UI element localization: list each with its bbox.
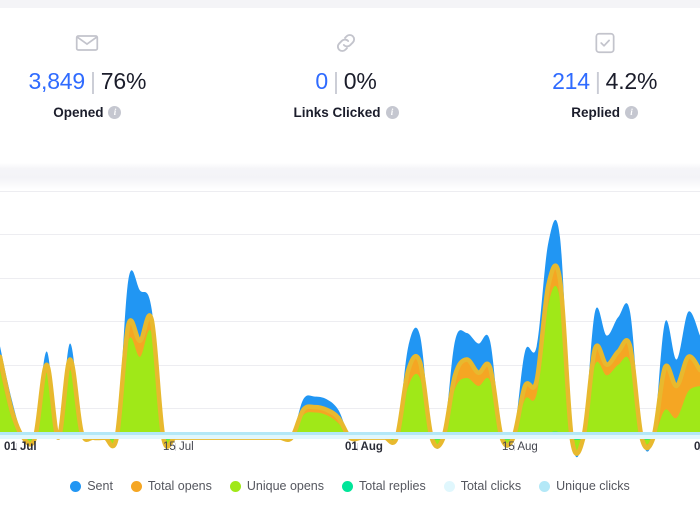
info-icon[interactable]: i <box>385 106 399 119</box>
checkbox-check-icon <box>592 30 618 56</box>
stat-value-opened: 3,849 <box>28 68 85 94</box>
stat-label-row-replied: Replied i <box>571 105 639 120</box>
legend-label: Sent <box>87 479 113 493</box>
legend-color-swatch <box>229 480 241 492</box>
stat-label-row-links-clicked: Links Clicked i <box>293 105 399 120</box>
envelope-icon <box>74 30 100 56</box>
area-total-clicks <box>0 435 700 439</box>
stat-value-links-clicked: 0 <box>315 68 328 94</box>
x-tick-label: 01 Jul <box>4 441 37 453</box>
legend-item-total-replies[interactable]: Total replies <box>342 479 426 493</box>
legend-color-swatch <box>342 480 354 492</box>
x-tick-label: 01 Aug <box>345 441 383 453</box>
stat-label-row-opened: Opened i <box>53 105 122 120</box>
info-icon[interactable]: i <box>108 106 122 119</box>
stat-values-replied: 214 | 4.2% <box>552 70 657 93</box>
stat-label-opened: Opened <box>53 105 104 120</box>
legend-label: Total clicks <box>460 479 522 493</box>
stat-percent-opened: 76% <box>100 68 147 94</box>
info-icon[interactable]: i <box>625 106 639 119</box>
legend-label: Unique opens <box>246 479 325 493</box>
legend-item-unique-opens[interactable]: Unique opens <box>229 479 325 493</box>
x-tick-label: 15 Aug <box>502 441 538 453</box>
stat-card-links-clicked[interactable]: 0 | 0% Links Clicked i <box>217 8 476 120</box>
chart-canvas[interactable] <box>0 189 700 471</box>
legend-color-swatch <box>70 480 82 492</box>
area-unique-opens <box>0 285 700 452</box>
metrics-area-chart[interactable]: 01 Jul 15 Jul 01 Aug 15 Aug 0 <box>0 189 700 471</box>
stat-card-replied[interactable]: 214 | 4.2% Replied i <box>475 8 700 120</box>
legend-color-swatch <box>539 480 551 492</box>
stat-separator: | <box>90 68 96 94</box>
legend-item-total-opens[interactable]: Total opens <box>130 479 212 493</box>
legend-item-sent[interactable]: Sent <box>70 479 113 493</box>
legend-label: Total replies <box>359 479 426 493</box>
legend-color-swatch <box>443 480 455 492</box>
top-strip <box>0 0 700 8</box>
legend-label: Unique clicks <box>556 479 630 493</box>
legend-item-total-clicks[interactable]: Total clicks <box>443 479 522 493</box>
legend-label: Total opens <box>147 479 212 493</box>
stat-values-opened: 3,849 | 76% <box>28 70 146 93</box>
stat-label-links-clicked: Links Clicked <box>293 105 381 120</box>
stat-percent-replied: 4.2% <box>605 68 658 94</box>
stat-value-replied: 214 <box>552 68 590 94</box>
stat-percent-links-clicked: 0% <box>343 68 377 94</box>
stat-separator: | <box>332 68 339 94</box>
link-icon <box>333 30 359 56</box>
stat-separator: | <box>594 68 601 94</box>
x-axis: 01 Jul 15 Jul 01 Aug 15 Aug 0 <box>0 441 700 471</box>
x-tick-label: 0 <box>694 441 700 453</box>
chart-legend: Sent Total opens Unique opens Total replies… <box>0 471 700 501</box>
stat-values-links-clicked: 0 | 0% <box>315 70 376 93</box>
stat-label-replied: Replied <box>571 105 621 120</box>
stats-header: 3,849 | 76% Opened i 0 | 0% Links Clicked i <box>0 8 700 163</box>
x-tick-label: 15 Jul <box>163 441 194 453</box>
section-divider <box>0 163 700 189</box>
legend-color-swatch <box>130 480 142 492</box>
bottom-spacer <box>0 501 700 526</box>
stat-card-opened[interactable]: 3,849 | 76% Opened i <box>0 8 217 120</box>
legend-item-unique-clicks[interactable]: Unique clicks <box>539 479 630 493</box>
